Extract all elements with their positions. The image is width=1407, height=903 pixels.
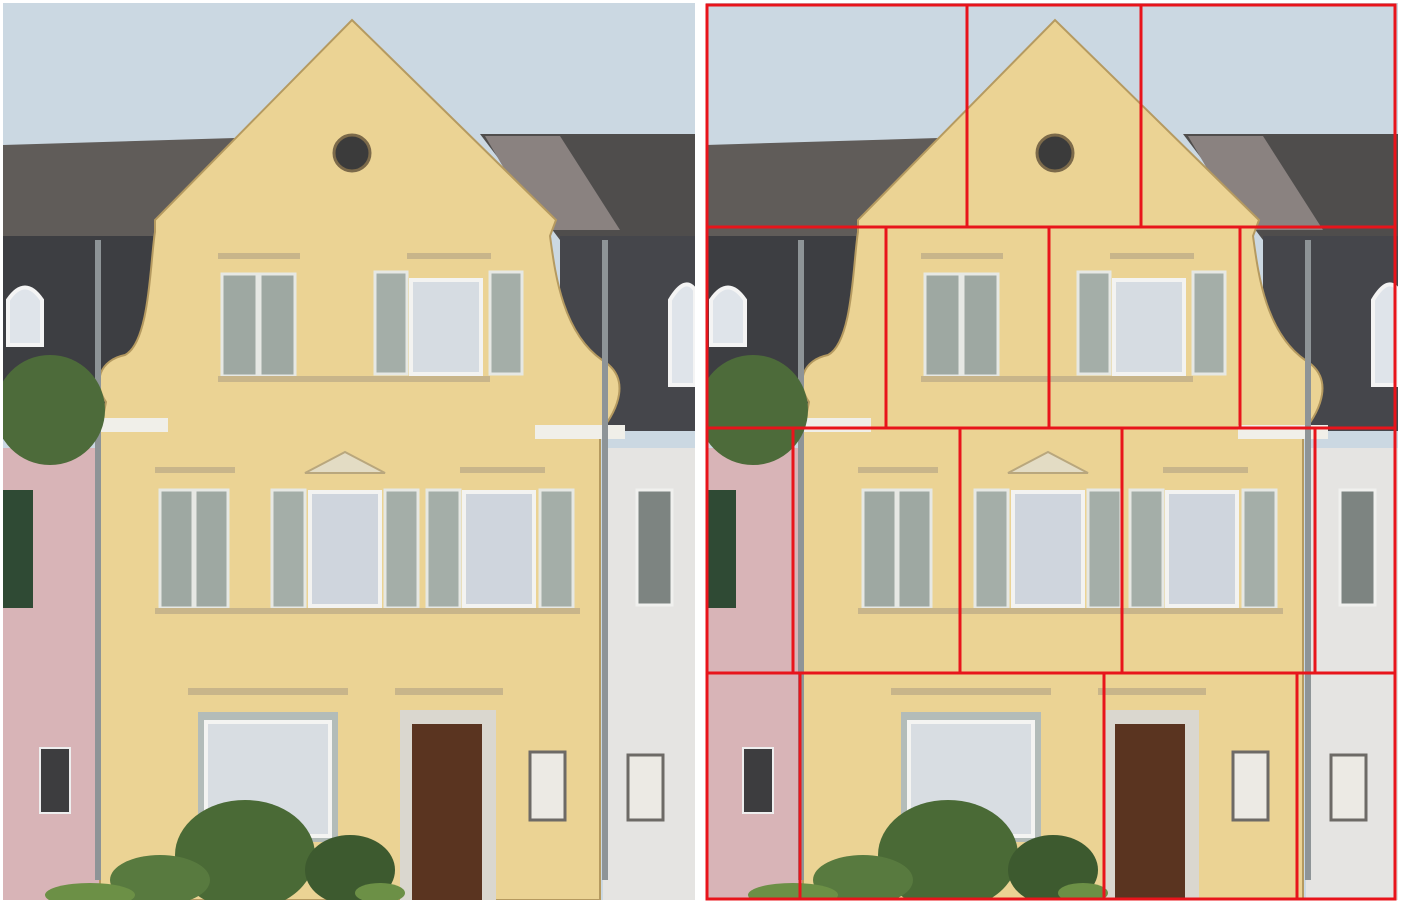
page-body: (() => { const data = JSON.parse(documen… [0,0,1407,903]
comparison-figure [0,0,1407,903]
page: {} html, body { margin: 0; padding: 0; b… [0,0,1407,903]
gridded-photo [698,3,1398,903]
original-photo [0,3,695,903]
